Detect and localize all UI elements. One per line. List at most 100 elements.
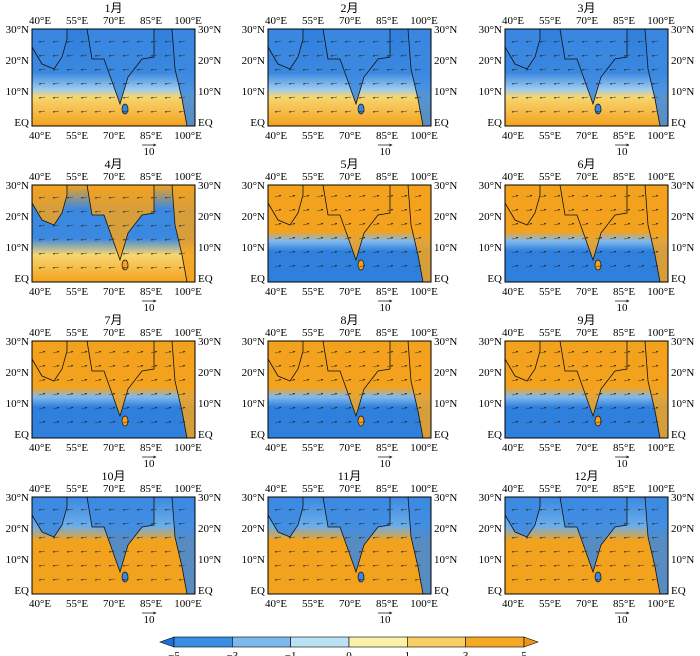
wind-arrow	[136, 508, 144, 511]
wind-arrow	[330, 208, 338, 212]
x-tick-top: 85°E	[613, 483, 635, 495]
wind-arrow	[302, 550, 310, 553]
wind-arrow	[302, 536, 310, 539]
wind-arrow	[525, 208, 533, 212]
wind-arrow	[274, 82, 282, 85]
wind-arrow	[52, 378, 60, 382]
wind-arrow	[539, 578, 547, 581]
wind-arrow	[386, 350, 394, 354]
wind-arrow	[595, 208, 603, 212]
panel-frame	[267, 496, 432, 595]
wind-arrow	[330, 250, 338, 254]
y-tick-right: 30°N	[671, 180, 694, 192]
wind-arrow	[651, 96, 659, 99]
wind-arrow	[539, 40, 547, 43]
y-tick-left: 10°N	[6, 242, 29, 254]
wind-arrow	[66, 406, 74, 410]
x-tick-bottom: 85°E	[376, 130, 398, 142]
panel-10: 10月 40°E 40°E 55°E 55°E 70°E 70°E 85°E 85°E 100°E…	[6, 469, 222, 626]
land-sri-lanka	[357, 571, 365, 583]
wind-arrow	[400, 208, 408, 212]
wind-arrow	[302, 420, 310, 424]
wind-arrow	[94, 96, 102, 99]
wind-arrow	[553, 264, 561, 268]
wind-arrow	[94, 110, 102, 113]
wind-vectors	[511, 508, 659, 581]
wind-arrow	[539, 406, 547, 410]
wind-arrow	[581, 222, 589, 226]
land-sri-lanka	[594, 103, 602, 115]
wind-arrow	[623, 550, 631, 553]
wind-arrow	[553, 392, 561, 396]
wind-arrow	[581, 350, 589, 354]
wind-arrow	[553, 250, 561, 254]
wind-arrow	[400, 222, 408, 226]
x-tick-bottom: 55°E	[302, 598, 324, 610]
wind-arrow	[52, 40, 60, 43]
wind-arrow	[525, 508, 533, 511]
wind-arrow	[38, 536, 46, 539]
wind-arrow	[651, 250, 659, 254]
x-tick-bottom: 40°E	[265, 598, 287, 610]
y-tick-right: 20°N	[198, 211, 221, 223]
y-tick-left: 30°N	[6, 24, 29, 36]
wind-arrow	[302, 236, 310, 240]
wind-arrow	[623, 236, 631, 240]
colorbar-label: 5	[521, 650, 527, 656]
wind-arrow	[178, 364, 186, 368]
wind-arrow	[511, 564, 519, 567]
reference-vector-label: 10	[617, 614, 629, 626]
x-tick-bottom: 40°E	[502, 598, 524, 610]
wind-arrow	[609, 82, 617, 85]
wind-arrow	[38, 420, 46, 424]
colorbar-segment	[465, 636, 525, 648]
wind-arrow	[637, 40, 645, 43]
x-tick-bottom: 85°E	[376, 598, 398, 610]
wind-arrow	[108, 578, 116, 581]
wind-arrow	[386, 508, 394, 511]
wind-arrow	[150, 196, 158, 199]
land-sri-lanka	[594, 571, 602, 583]
wind-arrow	[108, 378, 116, 382]
x-tick-top: 70°E	[339, 15, 361, 27]
x-tick-bottom: 40°E	[502, 286, 524, 298]
wind-arrow	[414, 378, 422, 382]
wind-arrow	[136, 420, 144, 424]
wind-arrow	[358, 420, 366, 424]
wind-arrow	[344, 236, 352, 240]
wind-arrow	[637, 194, 645, 198]
wind-arrow	[581, 564, 589, 567]
wind-arrow	[66, 536, 74, 539]
wind-arrow	[553, 536, 561, 539]
wind-arrow	[178, 508, 186, 511]
wind-arrow	[386, 364, 394, 368]
wind-arrow	[52, 364, 60, 368]
wind-arrow	[80, 40, 88, 43]
wind-arrow	[66, 238, 74, 241]
wind-arrow	[414, 194, 422, 198]
x-tick-top: 85°E	[140, 483, 162, 495]
wind-arrow	[136, 210, 144, 213]
reference-vector-label: 10	[380, 458, 392, 470]
wind-arrow	[581, 250, 589, 254]
wind-arrow	[637, 236, 645, 240]
wind-arrow	[38, 578, 46, 581]
wind-arrow	[623, 40, 631, 43]
wind-arrow	[553, 236, 561, 240]
y-tick-right: EQ	[198, 273, 213, 285]
wind-arrow	[316, 208, 324, 212]
wind-vectors	[274, 40, 422, 113]
wind-arrow	[274, 264, 282, 268]
wind-arrow	[595, 222, 603, 226]
wind-arrow	[136, 564, 144, 567]
wind-arrow	[623, 54, 631, 57]
wind-arrow	[581, 96, 589, 99]
wind-arrow	[414, 96, 422, 99]
panel-frame	[31, 496, 196, 595]
y-tick-left: 10°N	[6, 86, 29, 98]
panel-frame	[267, 184, 432, 283]
wind-arrow	[358, 264, 366, 268]
wind-arrow	[66, 550, 74, 553]
wind-vectors	[38, 196, 186, 269]
wind-arrow	[567, 350, 575, 354]
